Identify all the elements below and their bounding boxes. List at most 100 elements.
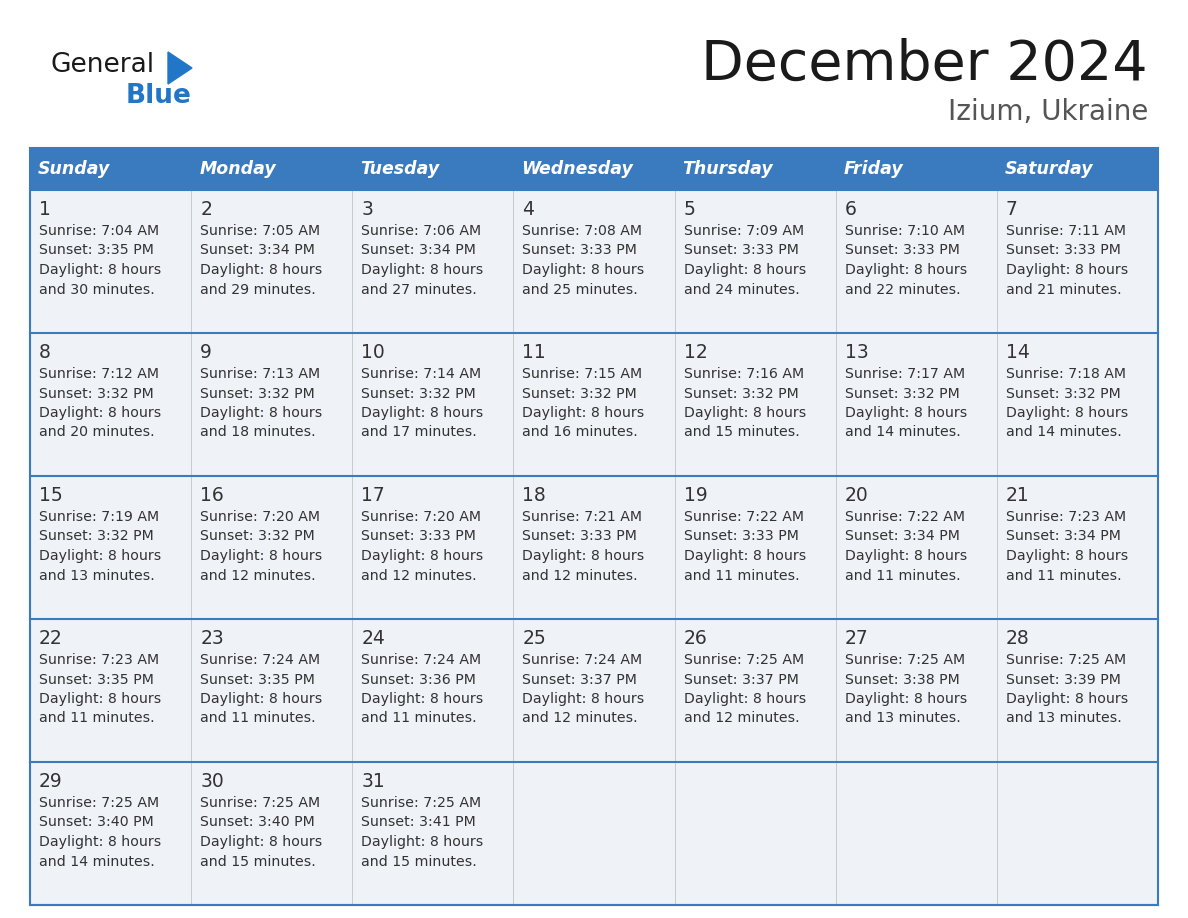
Text: and 16 minutes.: and 16 minutes. — [523, 426, 638, 440]
Text: Sunrise: 7:06 AM: Sunrise: 7:06 AM — [361, 224, 481, 238]
Text: Sunrise: 7:22 AM: Sunrise: 7:22 AM — [845, 510, 965, 524]
Text: Saturday: Saturday — [1005, 160, 1093, 178]
Text: Sunrise: 7:23 AM: Sunrise: 7:23 AM — [39, 653, 159, 667]
Text: Sunrise: 7:15 AM: Sunrise: 7:15 AM — [523, 367, 643, 381]
Text: 23: 23 — [200, 629, 223, 648]
Text: 11: 11 — [523, 343, 546, 362]
Text: and 14 minutes.: and 14 minutes. — [39, 855, 154, 868]
Text: Daylight: 8 hours: Daylight: 8 hours — [361, 549, 484, 563]
Text: 22: 22 — [39, 629, 63, 648]
Text: Sunset: 3:34 PM: Sunset: 3:34 PM — [1006, 530, 1120, 543]
Text: and 17 minutes.: and 17 minutes. — [361, 426, 478, 440]
Text: and 13 minutes.: and 13 minutes. — [845, 711, 960, 725]
Text: Daylight: 8 hours: Daylight: 8 hours — [523, 263, 645, 277]
Text: and 15 minutes.: and 15 minutes. — [683, 426, 800, 440]
Text: and 21 minutes.: and 21 minutes. — [1006, 283, 1121, 297]
Text: Sunset: 3:34 PM: Sunset: 3:34 PM — [361, 243, 476, 258]
Text: and 11 minutes.: and 11 minutes. — [683, 568, 800, 583]
Text: 18: 18 — [523, 486, 546, 505]
Text: Sunset: 3:32 PM: Sunset: 3:32 PM — [361, 386, 476, 400]
Text: December 2024: December 2024 — [701, 38, 1148, 92]
Text: Sunset: 3:33 PM: Sunset: 3:33 PM — [361, 530, 476, 543]
Text: Sunrise: 7:25 AM: Sunrise: 7:25 AM — [683, 653, 804, 667]
Text: Sunrise: 7:23 AM: Sunrise: 7:23 AM — [1006, 510, 1126, 524]
Text: Daylight: 8 hours: Daylight: 8 hours — [683, 692, 805, 706]
Text: Sunset: 3:33 PM: Sunset: 3:33 PM — [683, 243, 798, 258]
Text: Sunrise: 7:25 AM: Sunrise: 7:25 AM — [1006, 653, 1126, 667]
Text: and 12 minutes.: and 12 minutes. — [361, 568, 476, 583]
Text: and 11 minutes.: and 11 minutes. — [1006, 568, 1121, 583]
Text: 30: 30 — [200, 772, 223, 791]
Text: Sunset: 3:34 PM: Sunset: 3:34 PM — [845, 530, 960, 543]
Text: and 15 minutes.: and 15 minutes. — [200, 855, 316, 868]
Text: and 12 minutes.: and 12 minutes. — [683, 711, 800, 725]
Text: 17: 17 — [361, 486, 385, 505]
Text: Sunset: 3:35 PM: Sunset: 3:35 PM — [39, 673, 154, 687]
Text: Daylight: 8 hours: Daylight: 8 hours — [200, 835, 322, 849]
Text: and 22 minutes.: and 22 minutes. — [845, 283, 960, 297]
Text: 26: 26 — [683, 629, 707, 648]
Text: Sunrise: 7:19 AM: Sunrise: 7:19 AM — [39, 510, 159, 524]
Text: 2: 2 — [200, 200, 211, 219]
Bar — [30, 148, 1158, 190]
Text: Sunrise: 7:04 AM: Sunrise: 7:04 AM — [39, 224, 159, 238]
Text: 12: 12 — [683, 343, 707, 362]
Text: Daylight: 8 hours: Daylight: 8 hours — [1006, 263, 1129, 277]
Text: 10: 10 — [361, 343, 385, 362]
Text: Daylight: 8 hours: Daylight: 8 hours — [39, 549, 162, 563]
Text: Sunrise: 7:14 AM: Sunrise: 7:14 AM — [361, 367, 481, 381]
Text: and 11 minutes.: and 11 minutes. — [361, 711, 476, 725]
Text: Sunset: 3:34 PM: Sunset: 3:34 PM — [200, 243, 315, 258]
Text: Daylight: 8 hours: Daylight: 8 hours — [845, 692, 967, 706]
Text: 27: 27 — [845, 629, 868, 648]
Text: Sunrise: 7:18 AM: Sunrise: 7:18 AM — [1006, 367, 1126, 381]
Text: and 11 minutes.: and 11 minutes. — [845, 568, 960, 583]
Text: and 12 minutes.: and 12 minutes. — [523, 568, 638, 583]
Text: and 20 minutes.: and 20 minutes. — [39, 426, 154, 440]
Text: Sunrise: 7:11 AM: Sunrise: 7:11 AM — [1006, 224, 1126, 238]
Text: Sunset: 3:41 PM: Sunset: 3:41 PM — [361, 815, 476, 830]
Text: Daylight: 8 hours: Daylight: 8 hours — [200, 692, 322, 706]
Text: Sunset: 3:33 PM: Sunset: 3:33 PM — [523, 530, 637, 543]
Text: Sunrise: 7:25 AM: Sunrise: 7:25 AM — [39, 796, 159, 810]
Text: 19: 19 — [683, 486, 707, 505]
Text: Sunrise: 7:25 AM: Sunrise: 7:25 AM — [200, 796, 321, 810]
Text: Daylight: 8 hours: Daylight: 8 hours — [683, 549, 805, 563]
Text: Sunset: 3:32 PM: Sunset: 3:32 PM — [1006, 386, 1120, 400]
Text: Daylight: 8 hours: Daylight: 8 hours — [200, 263, 322, 277]
Text: Tuesday: Tuesday — [360, 160, 440, 178]
Text: Sunset: 3:33 PM: Sunset: 3:33 PM — [1006, 243, 1120, 258]
Text: Sunrise: 7:16 AM: Sunrise: 7:16 AM — [683, 367, 804, 381]
Bar — [30, 148, 1158, 905]
Text: Daylight: 8 hours: Daylight: 8 hours — [1006, 692, 1129, 706]
Text: Sunset: 3:40 PM: Sunset: 3:40 PM — [200, 815, 315, 830]
Text: 7: 7 — [1006, 200, 1018, 219]
Text: and 12 minutes.: and 12 minutes. — [200, 568, 316, 583]
Text: Daylight: 8 hours: Daylight: 8 hours — [39, 406, 162, 420]
Text: 9: 9 — [200, 343, 211, 362]
Text: Sunrise: 7:10 AM: Sunrise: 7:10 AM — [845, 224, 965, 238]
Text: Sunrise: 7:20 AM: Sunrise: 7:20 AM — [200, 510, 320, 524]
Text: Sunset: 3:32 PM: Sunset: 3:32 PM — [200, 530, 315, 543]
Text: Sunrise: 7:24 AM: Sunrise: 7:24 AM — [200, 653, 321, 667]
Text: Daylight: 8 hours: Daylight: 8 hours — [39, 692, 162, 706]
Text: 24: 24 — [361, 629, 385, 648]
Text: and 13 minutes.: and 13 minutes. — [39, 568, 154, 583]
Text: Daylight: 8 hours: Daylight: 8 hours — [523, 692, 645, 706]
Text: and 14 minutes.: and 14 minutes. — [845, 426, 960, 440]
Text: 6: 6 — [845, 200, 857, 219]
Text: Sunset: 3:33 PM: Sunset: 3:33 PM — [523, 243, 637, 258]
Text: Sunset: 3:32 PM: Sunset: 3:32 PM — [200, 386, 315, 400]
Text: General: General — [50, 52, 154, 78]
Text: and 25 minutes.: and 25 minutes. — [523, 283, 638, 297]
Text: and 24 minutes.: and 24 minutes. — [683, 283, 800, 297]
Text: 25: 25 — [523, 629, 546, 648]
Text: 13: 13 — [845, 343, 868, 362]
Text: 16: 16 — [200, 486, 223, 505]
Text: Wednesday: Wednesday — [522, 160, 633, 178]
Text: 14: 14 — [1006, 343, 1030, 362]
Text: Sunrise: 7:13 AM: Sunrise: 7:13 AM — [200, 367, 321, 381]
Text: Friday: Friday — [843, 160, 903, 178]
Text: Daylight: 8 hours: Daylight: 8 hours — [200, 549, 322, 563]
Text: 3: 3 — [361, 200, 373, 219]
